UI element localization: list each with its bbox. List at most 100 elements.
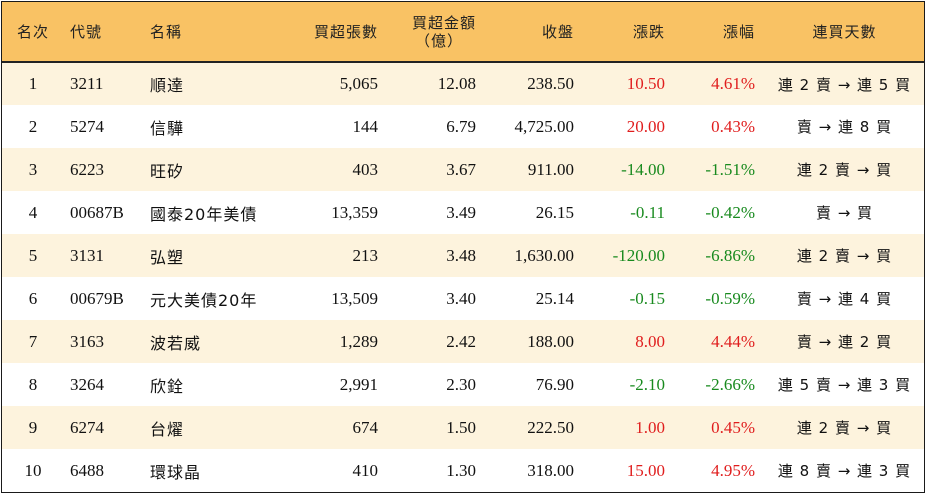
header-streak: 連買天數 [765, 2, 924, 63]
rank-cell: 5 [2, 234, 64, 277]
change-cell: 8.00 [584, 320, 675, 363]
change-pct-cell: -6.86% [675, 234, 765, 277]
streak-cell: 連 2 賣 → 買 [765, 234, 924, 277]
net-buy-amount-cell: 3.67 [388, 148, 486, 191]
close-cell: 188.00 [486, 320, 584, 363]
change-cell: 20.00 [584, 105, 675, 148]
rank-cell: 6 [2, 277, 64, 320]
code-cell: 3163 [64, 320, 136, 363]
net-buy-amount-cell: 1.50 [388, 406, 486, 449]
change-pct-cell: 4.95% [675, 449, 765, 492]
name-cell: 國泰20年美債 [136, 191, 276, 234]
name-cell: 欣銓 [136, 363, 276, 406]
change-cell: -0.11 [584, 191, 675, 234]
close-cell: 25.14 [486, 277, 584, 320]
code-cell: 3131 [64, 234, 136, 277]
table-row: 4 00687B 國泰20年美債 13,359 3.49 26.15 -0.11… [2, 191, 924, 234]
change-cell: -2.10 [584, 363, 675, 406]
net-buy-amount-cell: 3.49 [388, 191, 486, 234]
name-cell: 旺矽 [136, 148, 276, 191]
change-cell: -0.15 [584, 277, 675, 320]
close-cell: 911.00 [486, 148, 584, 191]
header-name: 名稱 [136, 2, 276, 63]
change-pct-cell: 4.61% [675, 62, 765, 105]
close-cell: 1,630.00 [486, 234, 584, 277]
change-cell: -14.00 [584, 148, 675, 191]
change-pct-cell: -0.59% [675, 277, 765, 320]
net-buy-amount-cell: 3.48 [388, 234, 486, 277]
net-buy-lots-cell: 144 [276, 105, 388, 148]
net-buy-lots-cell: 403 [276, 148, 388, 191]
code-cell: 3211 [64, 62, 136, 105]
change-pct-cell: -2.66% [675, 363, 765, 406]
table-row: 1 3211 順達 5,065 12.08 238.50 10.50 4.61%… [2, 62, 924, 105]
streak-cell: 賣 → 連 8 買 [765, 105, 924, 148]
net-buy-lots-cell: 2,991 [276, 363, 388, 406]
rank-cell: 4 [2, 191, 64, 234]
header-rank: 名次 [2, 2, 64, 63]
header-net-buy-lots: 買超張數 [276, 2, 388, 63]
table-row: 10 6488 環球晶 410 1.30 318.00 15.00 4.95% … [2, 449, 924, 492]
close-cell: 4,725.00 [486, 105, 584, 148]
change-pct-cell: 4.44% [675, 320, 765, 363]
name-cell: 弘塑 [136, 234, 276, 277]
streak-cell: 連 8 賣 → 連 3 買 [765, 449, 924, 492]
net-buy-lots-cell: 674 [276, 406, 388, 449]
table-row: 7 3163 波若威 1,289 2.42 188.00 8.00 4.44% … [2, 320, 924, 363]
table-row: 2 5274 信驊 144 6.79 4,725.00 20.00 0.43% … [2, 105, 924, 148]
change-pct-cell: 0.43% [675, 105, 765, 148]
name-cell: 環球晶 [136, 449, 276, 492]
close-cell: 222.50 [486, 406, 584, 449]
streak-cell: 連 2 賣 → 連 5 買 [765, 62, 924, 105]
header-change-pct: 漲幅 [675, 2, 765, 63]
rank-cell: 9 [2, 406, 64, 449]
header-code: 代號 [64, 2, 136, 63]
streak-cell: 連 5 賣 → 連 3 買 [765, 363, 924, 406]
net-buy-lots-cell: 5,065 [276, 62, 388, 105]
rank-cell: 8 [2, 363, 64, 406]
net-buy-amount-cell: 2.30 [388, 363, 486, 406]
table-row: 3 6223 旺矽 403 3.67 911.00 -14.00 -1.51% … [2, 148, 924, 191]
name-cell: 波若威 [136, 320, 276, 363]
net-buy-amount-cell: 12.08 [388, 62, 486, 105]
table-header-row: 名次 代號 名稱 買超張數 買超金額 （億） 收盤 漲跌 漲幅 連買天數 [2, 2, 924, 63]
name-cell: 元大美債20年 [136, 277, 276, 320]
net-buy-amount-cell: 1.30 [388, 449, 486, 492]
name-cell: 信驊 [136, 105, 276, 148]
net-buy-lots-cell: 1,289 [276, 320, 388, 363]
table-body: 1 3211 順達 5,065 12.08 238.50 10.50 4.61%… [2, 62, 924, 492]
change-cell: 10.50 [584, 62, 675, 105]
change-pct-cell: -0.42% [675, 191, 765, 234]
table-row: 8 3264 欣銓 2,991 2.30 76.90 -2.10 -2.66% … [2, 363, 924, 406]
streak-cell: 賣 → 買 [765, 191, 924, 234]
header-close: 收盤 [486, 2, 584, 63]
net-buy-lots-cell: 13,359 [276, 191, 388, 234]
net-buy-lots-cell: 213 [276, 234, 388, 277]
rank-cell: 1 [2, 62, 64, 105]
net-buy-amount-cell: 2.42 [388, 320, 486, 363]
streak-cell: 連 2 賣 → 買 [765, 406, 924, 449]
close-cell: 76.90 [486, 363, 584, 406]
rank-cell: 10 [2, 449, 64, 492]
table-row: 5 3131 弘塑 213 3.48 1,630.00 -120.00 -6.8… [2, 234, 924, 277]
close-cell: 318.00 [486, 449, 584, 492]
change-cell: -120.00 [584, 234, 675, 277]
streak-cell: 連 2 賣 → 買 [765, 148, 924, 191]
code-cell: 00679B [64, 277, 136, 320]
net-buy-lots-cell: 410 [276, 449, 388, 492]
change-pct-cell: 0.45% [675, 406, 765, 449]
change-pct-cell: -1.51% [675, 148, 765, 191]
code-cell: 6223 [64, 148, 136, 191]
code-cell: 5274 [64, 105, 136, 148]
rank-cell: 7 [2, 320, 64, 363]
rank-cell: 3 [2, 148, 64, 191]
code-cell: 6488 [64, 449, 136, 492]
code-cell: 3264 [64, 363, 136, 406]
net-buy-amount-cell: 3.40 [388, 277, 486, 320]
streak-cell: 賣 → 連 2 買 [765, 320, 924, 363]
rank-cell: 2 [2, 105, 64, 148]
close-cell: 238.50 [486, 62, 584, 105]
net-buy-amount-cell: 6.79 [388, 105, 486, 148]
